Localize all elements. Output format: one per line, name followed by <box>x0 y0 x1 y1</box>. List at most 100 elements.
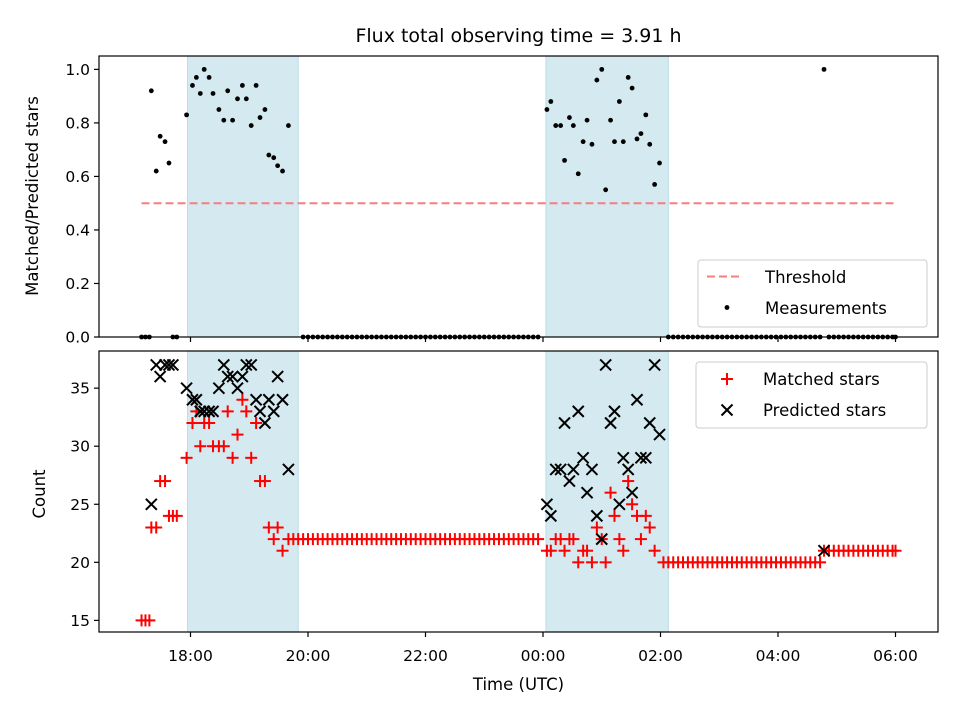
matched-star-point <box>276 544 289 557</box>
measurement-point <box>148 88 154 94</box>
matched-star-point <box>186 416 199 429</box>
measurement-point <box>647 141 653 147</box>
measurement-point <box>153 168 159 174</box>
bottom-panel: 15 20 25 30 35 18:00 20:00 22:00 00:00 02:00 04:0… <box>30 350 939 694</box>
matched-star-point <box>203 416 216 429</box>
chart-title: Flux total observing time = 3.91 h <box>355 25 681 47</box>
measurement-point <box>280 168 285 174</box>
measurement-point <box>657 160 662 166</box>
predicted-star-point <box>240 358 253 372</box>
legend-measurements-swatch <box>724 305 730 310</box>
matched-star-point <box>240 405 253 418</box>
predicted-star-point <box>249 393 263 406</box>
predicted-star-point <box>282 463 295 476</box>
matched-star-point <box>639 509 652 522</box>
measurement-point <box>603 187 609 193</box>
x-tick-label: 20:00 <box>286 647 331 665</box>
legend-matched-label: Matched stars <box>763 370 880 389</box>
matched-star-point <box>590 521 603 534</box>
predicted-star-point <box>595 532 608 546</box>
legend-predicted-swatch <box>720 403 734 417</box>
measurement-point <box>248 123 254 128</box>
matched-star-point <box>159 475 172 488</box>
bottom-legend: Matched stars Predicted stars <box>695 361 928 429</box>
bottom-y-tick-label: 30 <box>70 438 90 456</box>
measurement-point <box>157 133 163 139</box>
bottom-legend-box <box>695 361 928 429</box>
matched-star-point <box>599 556 612 569</box>
predicted-star-point <box>236 370 249 383</box>
measurement-point <box>162 139 168 145</box>
top-legend: Threshold Measurements <box>697 259 928 328</box>
predicted-star-point <box>231 381 244 395</box>
predicted-star-point <box>258 416 272 430</box>
predicted-star-point <box>253 405 267 418</box>
matched-star-point <box>643 521 656 534</box>
x-tick-label: 04:00 <box>756 647 801 665</box>
predicted-star-point <box>576 451 590 465</box>
predicted-star-point <box>217 358 230 372</box>
matched-star-point <box>217 440 230 453</box>
legend-matched-swatch <box>721 373 733 385</box>
matched-star-point <box>634 533 647 546</box>
predicted-star-point <box>613 498 626 511</box>
measurement-point <box>266 152 272 158</box>
measurement-point <box>821 66 827 72</box>
measurement-point <box>599 66 605 72</box>
measurement-point <box>221 117 227 123</box>
measurement-point <box>570 123 576 128</box>
predicted-star-point <box>617 451 630 465</box>
matched-star-point <box>604 486 617 499</box>
predicted-star-point <box>554 463 567 476</box>
predicted-star-point <box>226 370 239 383</box>
bottom-y-tick-label: 20 <box>70 554 90 572</box>
predicted-star-point <box>145 498 158 511</box>
matched-star-point <box>258 475 271 488</box>
measurement-point <box>225 88 231 94</box>
matched-star-point <box>271 521 284 534</box>
measurement-point <box>275 163 281 169</box>
top-y-tick-label: 0.2 <box>65 275 90 293</box>
measurement-point <box>584 117 590 123</box>
measurement-point <box>553 123 559 128</box>
predicted-star-point <box>150 358 163 372</box>
matched-star-point <box>221 405 234 418</box>
top-shaded-periods <box>187 55 669 338</box>
predicted-star-point <box>540 498 554 511</box>
predicted-star-point <box>262 393 276 406</box>
matched-star-point <box>558 544 571 557</box>
measurement-point <box>210 91 216 96</box>
predicted-star-point <box>634 451 648 465</box>
measurement-point <box>620 139 626 145</box>
matched-star-point <box>180 451 193 464</box>
bottom-y-tick-label: 35 <box>70 380 90 398</box>
top-plot-frame <box>98 55 939 338</box>
predicted-star-point <box>572 405 585 418</box>
predicted-star-point <box>198 405 211 418</box>
top-y-tick-label: 0.8 <box>65 114 90 132</box>
matched-star-point <box>622 475 635 488</box>
predicted-star-point <box>202 405 216 418</box>
predicted-star-point <box>648 358 661 372</box>
predicted-star-point <box>153 370 167 383</box>
measurement-point <box>625 75 631 80</box>
measurement-point <box>243 96 249 102</box>
shaded-period-2 <box>545 350 669 633</box>
measurement-point <box>594 77 600 83</box>
top-x-ticks <box>189 337 897 342</box>
matched-stars-points <box>135 393 902 627</box>
bottom-x-ticks: 18:00 20:00 22:00 00:00 02:00 04:00 06:00 <box>168 632 918 665</box>
predicted-star-point <box>271 370 284 383</box>
matched-star-point <box>544 544 557 557</box>
measurement-point <box>575 171 581 177</box>
x-axis-label: Time (UTC) <box>472 675 564 694</box>
measurement-point <box>230 117 236 123</box>
measurement-point <box>634 136 640 142</box>
top-legend-box <box>697 259 928 328</box>
top-y-axis-label: Matched/Predicted stars <box>23 96 42 296</box>
measurement-point <box>652 182 658 187</box>
measurement-point <box>253 83 259 88</box>
predicted-stars-points <box>145 358 831 557</box>
matched-star-point <box>532 533 545 546</box>
matched-star-point <box>613 533 626 546</box>
